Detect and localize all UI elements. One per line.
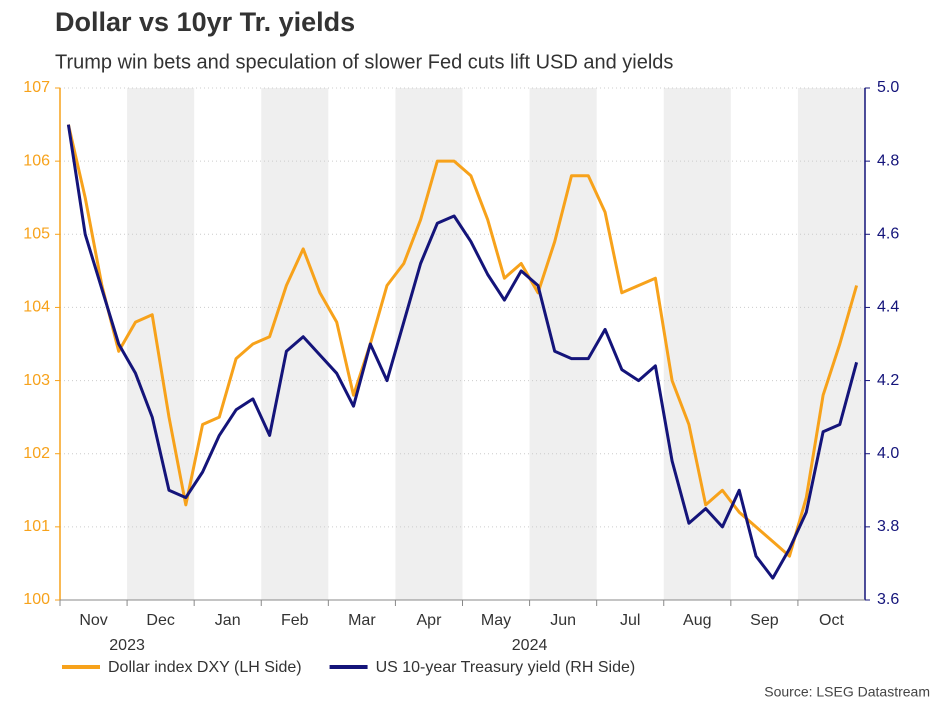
y2-tick-label: 4.4	[877, 299, 899, 316]
y-tick-label: 101	[23, 518, 50, 535]
source-note: Source: LSEG Datastream	[764, 684, 930, 700]
y-tick-label: 103	[23, 372, 50, 389]
x-tick-label: Oct	[819, 612, 844, 629]
y2-tick-label: 3.8	[877, 518, 899, 535]
month-shade	[395, 88, 463, 600]
y-tick-label: 104	[23, 299, 50, 316]
x-tick-label: Sep	[750, 612, 779, 629]
y-tick-label: 100	[23, 591, 50, 608]
chart-subtitle: Trump win bets and speculation of slower…	[55, 51, 673, 73]
month-shade	[797, 88, 865, 600]
chart-title: Dollar vs 10yr Tr. yields	[55, 7, 355, 37]
y2-tick-label: 5.0	[877, 79, 899, 96]
month-shade	[529, 88, 597, 600]
x-tick-label: Nov	[79, 612, 107, 629]
y-tick-label: 106	[23, 152, 50, 169]
x-tick-label: Jan	[215, 612, 241, 629]
x-tick-label: Feb	[281, 612, 309, 629]
y2-tick-label: 4.2	[877, 372, 899, 389]
year-label: 2023	[109, 637, 145, 654]
y2-tick-label: 4.0	[877, 445, 899, 462]
year-label: 2024	[512, 637, 548, 654]
y-tick-label: 105	[23, 226, 50, 243]
x-tick-label: Dec	[146, 612, 174, 629]
x-tick-label: Jul	[620, 612, 640, 629]
series-line	[66, 124, 859, 558]
series-line	[66, 124, 859, 580]
y2-tick-label: 4.8	[877, 152, 899, 169]
x-tick-label: May	[481, 612, 511, 629]
y2-tick-label: 3.6	[877, 591, 899, 608]
legend-label: US 10-year Treasury yield (RH Side)	[376, 659, 636, 676]
x-tick-label: Apr	[417, 612, 443, 629]
legend-label: Dollar index DXY (LH Side)	[108, 659, 302, 676]
x-tick-label: Aug	[683, 612, 711, 629]
x-tick-label: Mar	[348, 612, 376, 629]
x-tick-label: Jun	[550, 612, 576, 629]
y-tick-label: 102	[23, 445, 50, 462]
y-tick-label: 107	[23, 79, 50, 96]
y2-tick-label: 4.6	[877, 226, 899, 243]
month-shade	[127, 88, 195, 600]
